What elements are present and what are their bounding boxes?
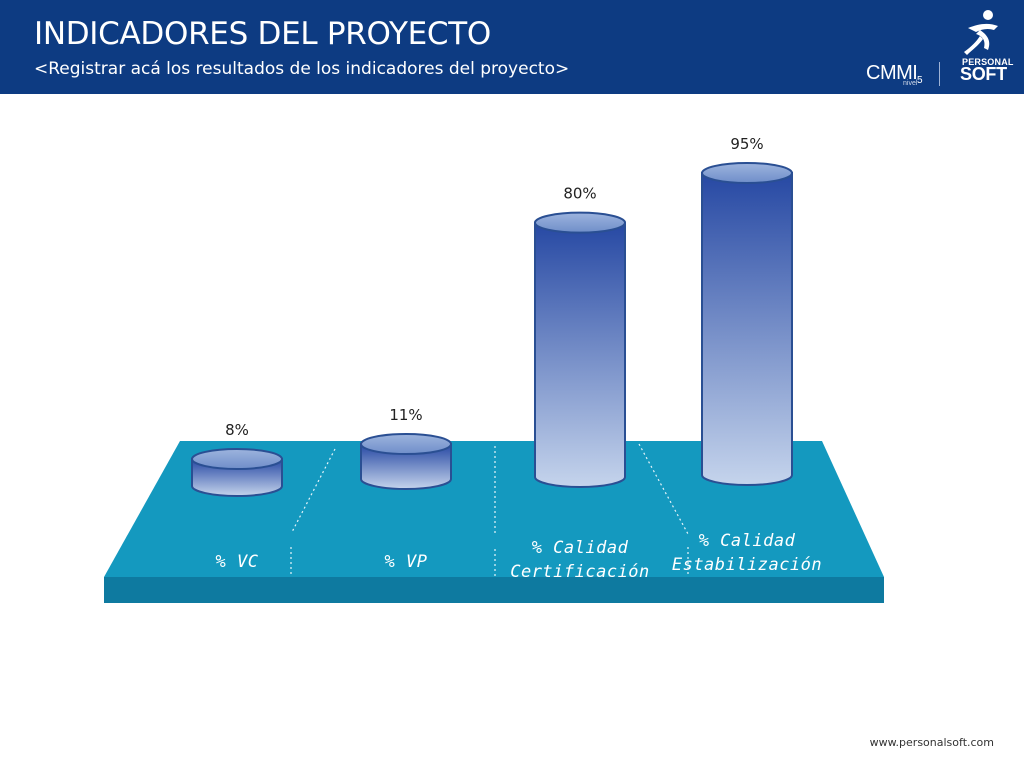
data-label: 95% — [730, 135, 763, 153]
logo-divider — [939, 62, 940, 86]
cmmi-level-label: nivel — [903, 80, 918, 87]
data-label: 8% — [225, 421, 249, 439]
bar-body — [701, 172, 793, 486]
bar-0 — [191, 448, 283, 497]
chart-labels: 8% % VC 11% % VP 80% % Calidad Certificación 95… — [216, 135, 822, 582]
bar-chart: 8% % VC 11% % VP 80% % Calidad Certificación 95… — [104, 135, 884, 603]
bar-body — [360, 443, 452, 490]
chart-platform — [104, 441, 884, 603]
bar-cap — [534, 211, 626, 234]
header-bar: INDICADORES DEL PROYECTO <Registrar acá … — [0, 0, 1024, 94]
bar-1 — [360, 433, 452, 490]
category-label: % Calidad — [699, 531, 796, 551]
logo-text-soft: SOFT — [960, 64, 1007, 84]
category-label: % VC — [216, 552, 259, 572]
bar-3 — [701, 162, 793, 486]
data-label: 80% — [563, 185, 596, 203]
platform-divider — [291, 448, 336, 533]
bar-body — [534, 221, 626, 488]
footer-url: www.personalsoft.com — [869, 736, 994, 749]
category-label: % VP — [385, 552, 428, 572]
platform-top — [104, 441, 884, 577]
category-label: % Calidad — [532, 538, 629, 558]
cmmi-logo: CMMI — [866, 62, 918, 84]
personalsoft-figure-icon — [964, 10, 998, 55]
data-label: 11% — [389, 406, 422, 424]
bar-cap — [191, 448, 283, 470]
bar-2 — [534, 211, 626, 488]
logo-text-personal: PERSONAL — [962, 57, 1014, 67]
bar-cap — [701, 162, 793, 184]
page-title: INDICADORES DEL PROYECTO — [34, 16, 491, 52]
cmmi-level: 5 — [917, 75, 923, 86]
category-label: Estabilización — [672, 555, 822, 575]
platform-divider — [638, 443, 689, 535]
page-subtitle: <Registrar acá los resultados de los ind… — [34, 59, 570, 79]
category-label: Certificación — [510, 562, 650, 582]
bar-cap — [360, 433, 452, 456]
platform-front — [104, 577, 884, 603]
chart-bars — [191, 162, 793, 497]
